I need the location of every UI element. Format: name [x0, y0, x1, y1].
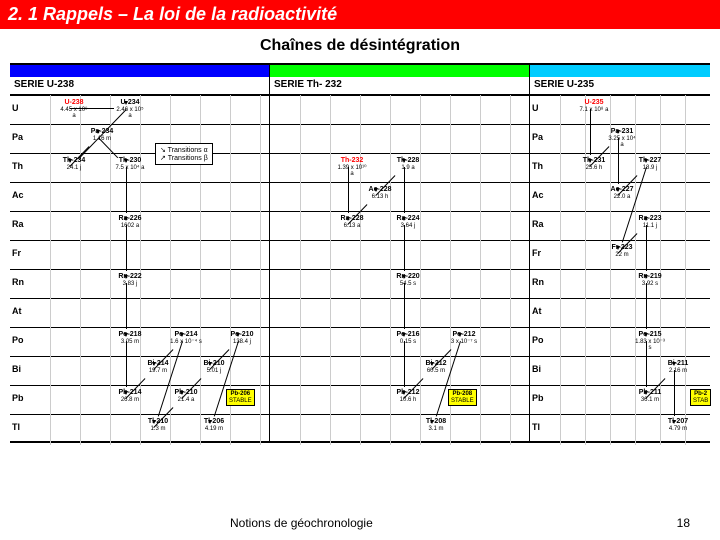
- grid: Th-2321.39 x 10¹⁰ a Ra-2286.13 a Ac-2286.1…: [270, 95, 529, 445]
- nuclide: Ra-2286.13 a: [336, 215, 368, 229]
- page-number: 18: [677, 516, 690, 530]
- nuclide: Th-22718.9 j: [634, 157, 666, 171]
- element-label: Tl: [532, 422, 540, 432]
- nuclide: Rn-2193.92 s: [634, 273, 666, 287]
- nuclide: Pb-21426.8 m: [114, 389, 146, 403]
- nuclide: Pb-21210.6 h: [392, 389, 424, 403]
- series-bar: [270, 65, 529, 77]
- grid: U Pa Th Ac Ra Fr Rn At Po Bi Pb Tl U-2357.1 x 10⁸ a T…: [530, 95, 710, 445]
- element-label: Rn: [12, 277, 24, 287]
- element-label: Fr: [532, 248, 541, 258]
- nuclide: U-2342.46 x 10⁵ a: [114, 99, 146, 120]
- nuclide: Po-2183.05 m: [114, 331, 146, 345]
- footer-left: Notions de géochronologie: [230, 516, 373, 530]
- element-label: Tl: [12, 422, 20, 432]
- panel-th232: SERIE Th- 232 Th-2321.39 x 10¹⁰ a Ra-2286.…: [270, 65, 530, 441]
- footer: Notions de géochronologie 18: [0, 516, 720, 530]
- series-bar: [10, 65, 269, 77]
- nuclide: U-2384.45 x 10⁹ a: [58, 99, 90, 120]
- nuclide: Po-2123 x 10⁻⁷ s: [448, 331, 480, 345]
- element-label: Pa: [12, 132, 23, 142]
- nuclide: Ac-2286.13 h: [364, 186, 396, 200]
- nuclide: Tl-2101.3 m: [142, 418, 174, 432]
- nuclide: Th-2281.9 a: [392, 157, 424, 171]
- nuclide: Bi-21419.7 m: [142, 360, 174, 374]
- grid: U Pa Th Ac Ra Fr Rn At Po Bi Pb Tl U-2384.45 x 10⁹ a…: [10, 95, 269, 445]
- header-title: 2. 1 Rappels – La loi de la radioactivit…: [8, 4, 337, 24]
- element-label: Bi: [532, 364, 541, 374]
- panel-u238: SERIE U-238 U Pa Th Ac Ra Fr Rn At Po Bi Pb Tl U-2384…: [10, 65, 270, 441]
- element-label: U: [532, 103, 539, 113]
- element-label: At: [532, 306, 542, 316]
- nuclide: Pa-2341.16 m: [86, 128, 118, 142]
- subtitle: Chaînes de désintégration: [0, 37, 720, 55]
- element-label: Th: [532, 161, 543, 171]
- element-label: Pa: [532, 132, 543, 142]
- nuclide: Rn-22054.5 s: [392, 273, 424, 287]
- nuclide: Bi-21260.5 m: [420, 360, 452, 374]
- element-label: Pb: [532, 393, 544, 403]
- element-label: U: [12, 103, 19, 113]
- nuclide: Th-2307.5 x 10⁴ a: [114, 157, 146, 171]
- nuclide: Ra-2243.64 j: [392, 215, 424, 229]
- nuclide: Po-2151.83 x 10⁻³ s: [634, 331, 666, 352]
- element-label: Po: [12, 335, 24, 345]
- nuclide: Tl-2074.79 m: [662, 418, 694, 432]
- series-label: SERIE Th- 232: [270, 77, 529, 95]
- element-label: Pb: [12, 393, 24, 403]
- nuclide: Ra-2261602 a: [114, 215, 146, 229]
- element-label: Po: [532, 335, 544, 345]
- nuclide: Bi-2112.16 m: [662, 360, 694, 374]
- nuclide: Tl-2083.1 m: [420, 418, 452, 432]
- element-label: Ra: [532, 219, 544, 229]
- element-label: At: [12, 306, 22, 316]
- nuclide: Tl-2064.19 m: [198, 418, 230, 432]
- element-label: Fr: [12, 248, 21, 258]
- decay-chains-chart: SERIE U-238 U Pa Th Ac Ra Fr Rn At Po Bi Pb Tl U-2384…: [10, 63, 710, 443]
- element-label: Th: [12, 161, 23, 171]
- nuclide: Po-2141.6 x 10⁻⁴ s: [170, 331, 202, 345]
- nuclide: Pa-2313.25 x 10⁴ a: [606, 128, 638, 149]
- legend: ↘ Transitions α↗ Transitions β: [155, 143, 213, 165]
- element-label: Ac: [532, 190, 544, 200]
- element-label: Rn: [532, 277, 544, 287]
- stable-nuclide: Pb-208STABLE: [448, 389, 477, 406]
- nuclide: Bi-2105.01 j: [198, 360, 230, 374]
- series-label: SERIE U-238: [10, 77, 269, 95]
- nuclide: Po-2160.15 s: [392, 331, 424, 345]
- nuclide: Th-23125.6 h: [578, 157, 610, 171]
- element-label: Ac: [12, 190, 24, 200]
- panel-u235: SERIE U-235 U Pa Th Ac Ra Fr Rn At Po Bi Pb Tl U-2357…: [530, 65, 710, 441]
- nuclide: U-2357.1 x 10⁸ a: [578, 99, 610, 113]
- series-label: SERIE U-235: [530, 77, 710, 95]
- series-bar: [530, 65, 710, 77]
- nuclide: Pb-21136.1 m: [634, 389, 666, 403]
- nuclide: Pb-21021.4 a: [170, 389, 202, 403]
- stable-nuclide: Pb-206STABLE: [226, 389, 255, 406]
- stable-nuclide: Pb-2STAB: [690, 389, 711, 406]
- element-label: Ra: [12, 219, 24, 229]
- nuclide: Th-23424.1 j: [58, 157, 90, 171]
- section-header: 2. 1 Rappels – La loi de la radioactivit…: [0, 0, 720, 29]
- nuclide: Th-2321.39 x 10¹⁰ a: [336, 157, 368, 178]
- nuclide: Ac-22722.0 a: [606, 186, 638, 200]
- nuclide: Ra-22311.1 j: [634, 215, 666, 229]
- element-label: Bi: [12, 364, 21, 374]
- nuclide: Po-210138.4 j: [226, 331, 258, 345]
- nuclide: Fr-22322 m: [606, 244, 638, 258]
- nuclide: Rn-2223.83 j: [114, 273, 146, 287]
